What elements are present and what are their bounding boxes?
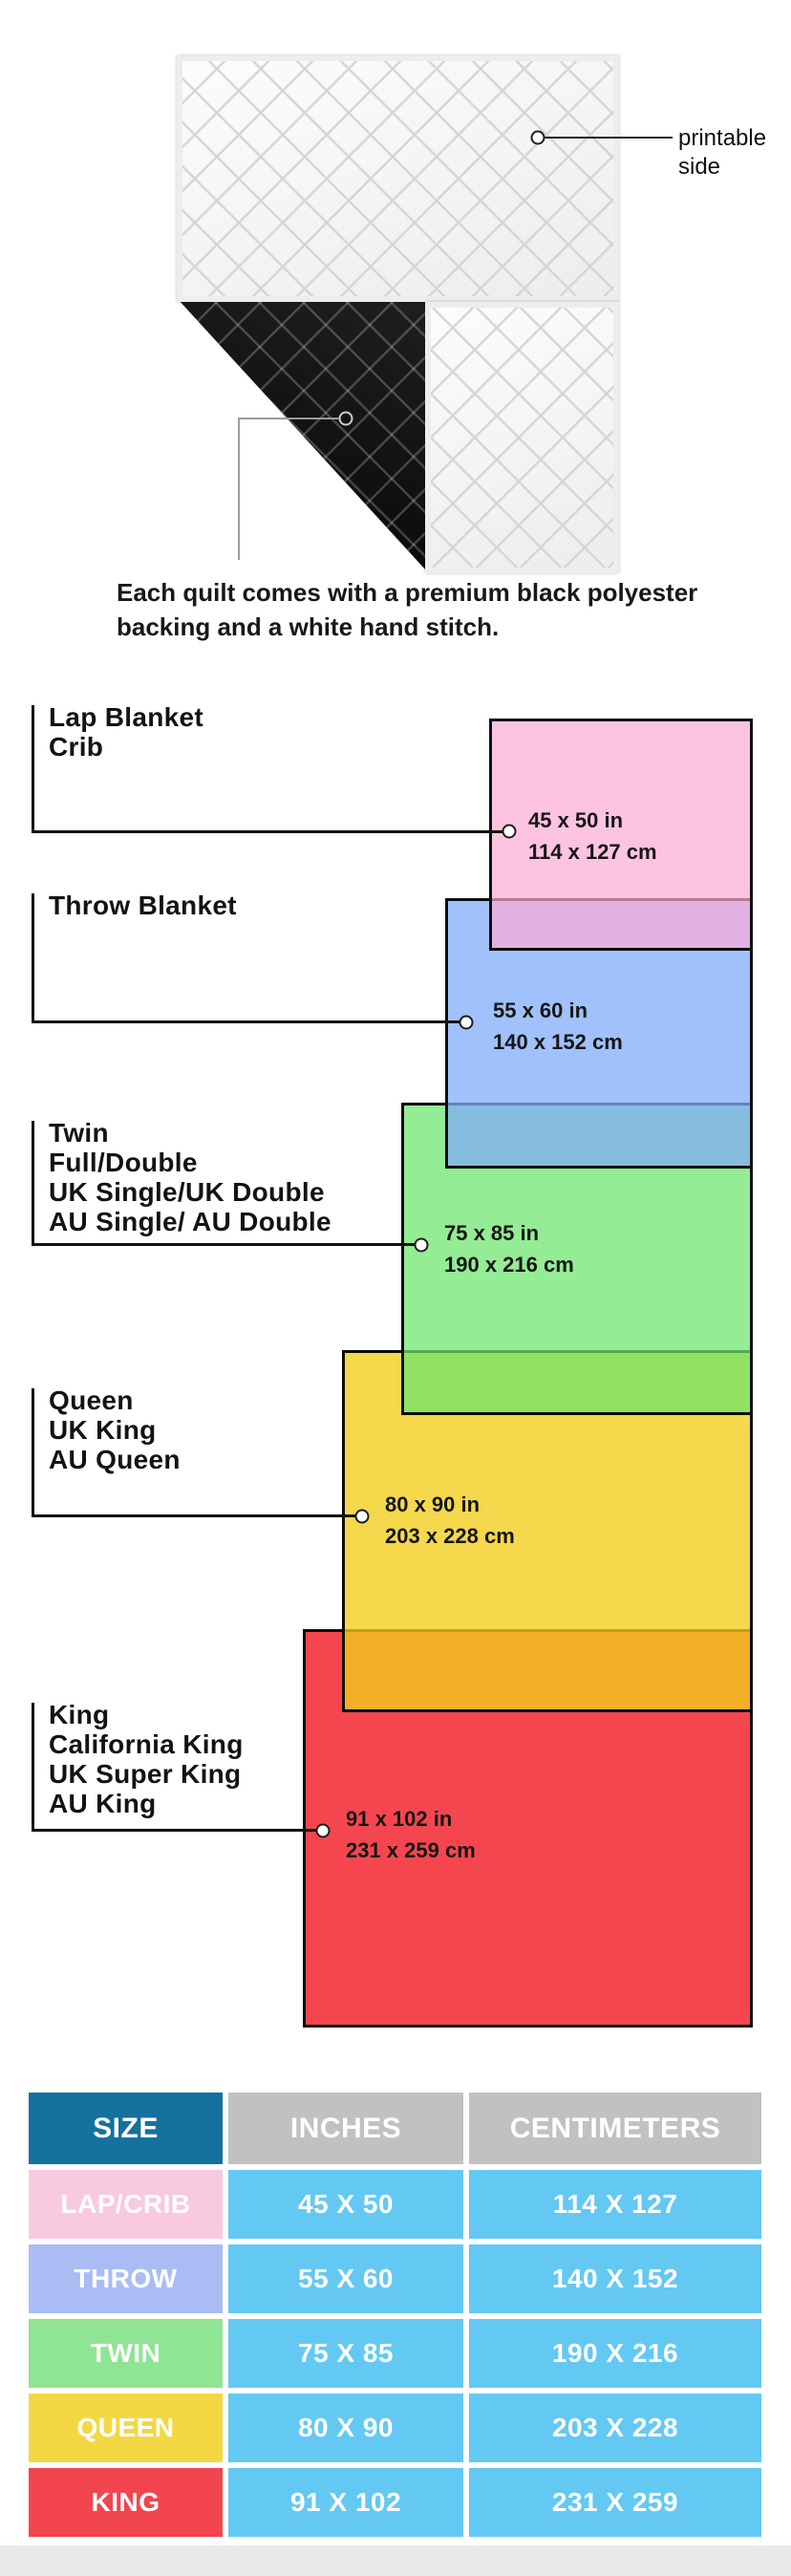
row-centimeters: 190 X 216: [469, 2319, 761, 2388]
table-row: LAP/CRIB 45 X 50 114 X 127: [29, 2170, 761, 2239]
table-header-size: SIZE: [29, 2093, 223, 2164]
leader-marker-icon: [459, 1015, 474, 1030]
size-group-names: Lap Blanket Crib: [49, 702, 204, 762]
row-label: THROW: [29, 2244, 223, 2313]
table-row: KING 91 X 102 231 X 259: [29, 2468, 761, 2537]
row-centimeters: 140 X 152: [469, 2244, 761, 2313]
quilt-caption-line-1: Each quilt comes with a premium black po…: [117, 578, 698, 607]
printable-side-leader-line: [538, 137, 673, 139]
row-centimeters: 231 X 259: [469, 2468, 761, 2537]
row-centimeters: 203 X 228: [469, 2394, 761, 2462]
leader-vertical: [32, 1121, 34, 1245]
size-dimensions: 75 x 85 in 190 x 216 cm: [444, 1221, 574, 1277]
table-row: TWIN 75 X 85 190 X 216: [29, 2319, 761, 2388]
leader-marker-icon: [315, 1823, 331, 1838]
leader-horizontal: [32, 1020, 466, 1023]
quilt-caption-line-2: backing and a white hand stitch.: [117, 612, 500, 641]
row-label: TWIN: [29, 2319, 223, 2388]
size-dimensions: 91 x 102 in 231 x 259 cm: [346, 1807, 476, 1862]
leader-vertical: [32, 705, 34, 832]
size-dimensions: 55 x 60 in 140 x 152 cm: [493, 998, 623, 1054]
size-group-names: Twin Full/Double UK Single/UK Double AU …: [49, 1118, 331, 1236]
table-header-centimeters: CENTIMETERS: [469, 2093, 761, 2164]
quilt-black-backing-fold: [178, 299, 426, 570]
quilt-front-upper: [177, 55, 619, 302]
leader-marker-icon: [502, 824, 517, 839]
leader-vertical: [32, 893, 34, 1022]
leader-vertical: [32, 1703, 34, 1831]
size-dimensions: 80 x 90 in 203 x 228 cm: [385, 1492, 515, 1548]
quilt-front-lower: [425, 302, 619, 573]
table-row: THROW 55 X 60 140 X 152: [29, 2244, 761, 2313]
row-label: LAP/CRIB: [29, 2170, 223, 2239]
leader-marker-icon: [354, 1509, 370, 1524]
table-row: QUEEN 80 X 90 203 X 228: [29, 2394, 761, 2462]
printable-side-marker-icon: [530, 130, 545, 145]
size-dimensions: 45 x 50 in 114 x 127 cm: [528, 808, 657, 864]
backing-leader-vertical: [238, 418, 240, 560]
row-label: KING: [29, 2468, 223, 2537]
table-header-inches: INCHES: [228, 2093, 463, 2164]
row-inches: 55 X 60: [228, 2244, 463, 2313]
bottom-gray-strip: [0, 2545, 791, 2576]
leader-horizontal: [32, 830, 509, 833]
size-group-names: King California King UK Super King AU Ki…: [49, 1700, 244, 1818]
row-inches: 80 X 90: [228, 2394, 463, 2462]
backing-leader-horizontal: [238, 418, 339, 419]
table-header-row: SIZE INCHES CENTIMETERS: [29, 2093, 761, 2164]
printable-side-label: printable side: [678, 125, 767, 180]
row-centimeters: 114 X 127: [469, 2170, 761, 2239]
leader-marker-icon: [414, 1237, 429, 1253]
size-rect-lap-crib: [489, 719, 753, 951]
leader-horizontal: [32, 1243, 421, 1246]
row-label: QUEEN: [29, 2394, 223, 2462]
size-group-names: Queen UK King AU Queen: [49, 1385, 181, 1474]
leader-horizontal: [32, 1514, 362, 1517]
leader-vertical: [32, 1388, 34, 1516]
leader-horizontal: [32, 1829, 323, 1832]
row-inches: 91 X 102: [228, 2468, 463, 2537]
backing-marker-icon: [338, 411, 353, 426]
size-group-names: Throw Blanket: [49, 891, 237, 920]
row-inches: 45 X 50: [228, 2170, 463, 2239]
row-inches: 75 X 85: [228, 2319, 463, 2388]
